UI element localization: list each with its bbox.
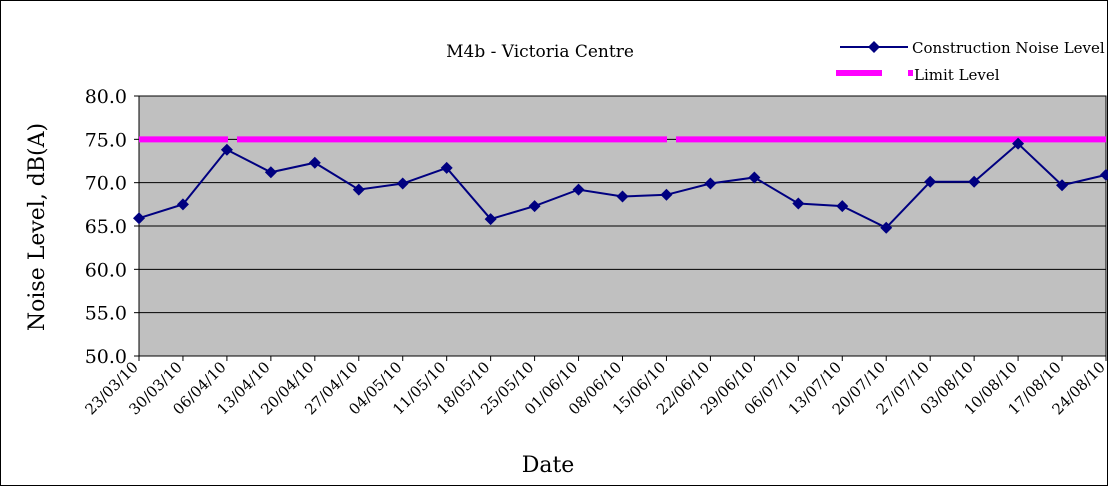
x-axis-label: Date [522, 453, 575, 478]
data-point [572, 183, 585, 196]
construction-noise-series [133, 137, 1108, 234]
data-point [836, 200, 849, 213]
data-point [1100, 168, 1108, 181]
data-point [396, 177, 409, 190]
y-tick-label: 75.0 [85, 129, 127, 151]
y-axis-label: Noise Level, dB(A) [25, 123, 50, 331]
data-point [308, 156, 321, 169]
data-point [748, 171, 761, 184]
data-point [792, 197, 805, 210]
data-point [176, 198, 189, 211]
y-tick-label: 80.0 [85, 86, 127, 108]
y-tick-label: 70.0 [85, 173, 127, 195]
data-point [880, 221, 893, 234]
legend-construction-label: Construction Noise Level [912, 39, 1105, 57]
legend-limit-stub [908, 70, 913, 76]
y-tick-label: 65.0 [85, 216, 127, 238]
x-axis-ticks: 23/03/1030/03/1006/04/1013/04/1020/04/10… [81, 356, 1108, 418]
legend-construction-marker [868, 41, 880, 53]
data-point [616, 190, 629, 203]
data-point [1056, 179, 1069, 192]
data-point [528, 200, 541, 213]
data-point [440, 161, 453, 174]
data-point [924, 175, 937, 188]
data-point [704, 177, 717, 190]
data-point [660, 188, 673, 201]
y-tick-label: 50.0 [85, 346, 127, 368]
data-point [220, 143, 233, 156]
chart-title: M4b - Victoria Centre [446, 42, 634, 62]
data-point [968, 175, 981, 188]
y-axis-ticks: 50.0 55.0 60.0 65.0 70.0 75.0 80.0 [85, 86, 139, 368]
data-point [484, 213, 497, 226]
data-point [1012, 137, 1025, 150]
data-point [352, 183, 365, 196]
legend: Construction Noise Level Limit Level [836, 39, 1105, 84]
data-point [133, 212, 145, 225]
y-tick-label: 60.0 [85, 259, 127, 281]
data-point [264, 166, 277, 179]
y-tick-label: 55.0 [85, 303, 127, 325]
legend-limit-label: Limit Level [914, 66, 1000, 84]
